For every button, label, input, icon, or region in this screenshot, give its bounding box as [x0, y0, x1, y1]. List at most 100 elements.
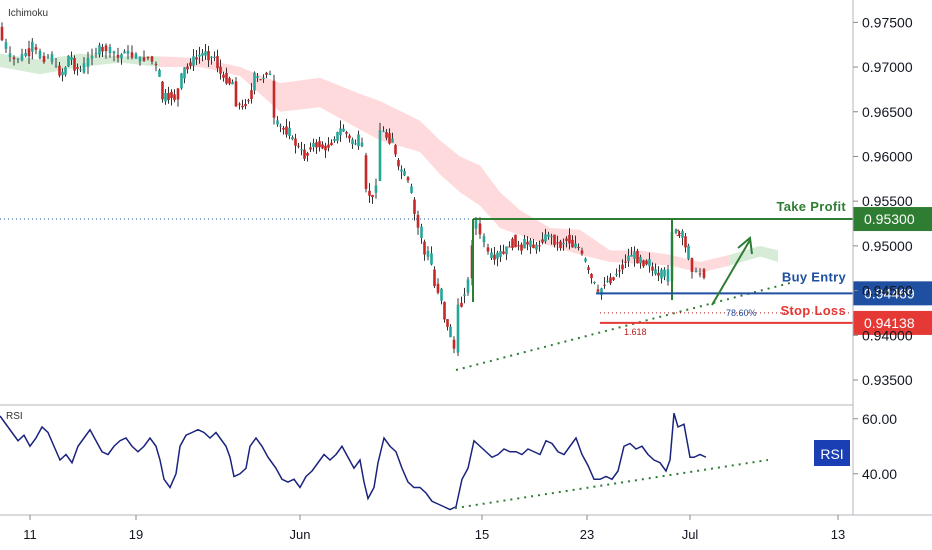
candle-body [123, 51, 126, 54]
candle-body [496, 252, 499, 259]
candle-body [94, 52, 98, 54]
candle-body [268, 73, 272, 76]
candle-body [502, 251, 505, 254]
candle-body [663, 269, 666, 277]
candle-body [636, 250, 639, 264]
candle-body [27, 48, 31, 57]
candle-body [505, 246, 508, 255]
candle-body [463, 294, 466, 296]
price-tick-label: 0.96000 [862, 148, 913, 164]
candle-body [158, 69, 161, 77]
candle-body [315, 142, 318, 148]
candle-body [34, 47, 38, 50]
candle-body [336, 132, 339, 141]
candle-body [170, 91, 173, 99]
price-tick-label: 0.95000 [862, 238, 913, 254]
candle-body [120, 54, 123, 59]
candle-body [201, 52, 204, 56]
candle-body [8, 53, 12, 58]
ichimoku-cloud [0, 53, 778, 273]
rsi-badge-bg [814, 440, 850, 466]
candle-body [580, 250, 584, 254]
candle-body [318, 141, 321, 148]
candle-body [306, 152, 309, 156]
trade-levels: Take Profit 0.95300 Buy Entry 0.94469 Stop L… [0, 199, 932, 371]
candle-body [354, 143, 357, 145]
price-tick-label: 0.97000 [862, 59, 913, 75]
candle-body [443, 301, 446, 320]
candle-body [403, 171, 406, 176]
candle-body [327, 144, 330, 148]
candle-body [420, 226, 423, 238]
price-tick-label: 0.94500 [862, 283, 913, 299]
candle-body [294, 138, 297, 146]
candle-body [430, 253, 433, 265]
candle-body [86, 58, 90, 68]
level-label: Buy Entry [782, 269, 847, 284]
candle-body [553, 234, 556, 246]
candle-body [596, 289, 600, 292]
cloud-segment [460, 156, 480, 206]
candle-body [330, 142, 333, 146]
candle-body [216, 56, 219, 69]
candle-body [368, 190, 371, 196]
candle-body [247, 100, 250, 102]
candle-body [532, 244, 535, 249]
candle-body [126, 50, 130, 54]
candle-body [478, 223, 482, 235]
candle-body [397, 160, 400, 167]
candle-body [276, 120, 279, 125]
candle-body [272, 80, 276, 118]
level-value-box [853, 310, 932, 335]
candle-body [183, 67, 186, 79]
candle-body [639, 256, 642, 264]
cloud-segment [550, 227, 580, 255]
time-tick-label: 11 [23, 527, 37, 542]
candle-body [161, 81, 164, 100]
candle-body [288, 127, 291, 136]
candle-body [493, 254, 496, 260]
time-tick-label: 13 [831, 527, 845, 542]
candle-body [440, 288, 443, 301]
candle-body [618, 270, 621, 272]
cloud-segment [320, 77, 360, 130]
candle-body [547, 234, 550, 237]
candle-body [192, 56, 195, 66]
candle-body [660, 269, 663, 279]
candle-body [606, 280, 609, 282]
candle-body [73, 58, 76, 71]
candle-body [282, 127, 285, 130]
candle-body [291, 137, 294, 140]
candle-body [213, 56, 216, 59]
candle-body [357, 134, 360, 147]
candlesticks [0, 22, 706, 357]
candle-body [584, 258, 587, 262]
rsi-trendline [454, 459, 769, 510]
candle-body [562, 243, 565, 245]
cloud-segment [240, 67, 280, 112]
candle-body [577, 247, 580, 249]
time-tick-label: 23 [580, 527, 594, 542]
candle-body [486, 247, 490, 252]
time-tick-label: 15 [475, 527, 489, 542]
candle-body [651, 266, 654, 271]
candle-body [4, 42, 8, 49]
candle-body [466, 279, 470, 293]
candle-body [238, 103, 241, 105]
candle-body [702, 269, 706, 278]
candle-body [694, 270, 698, 272]
cloud-segment [380, 101, 420, 152]
candle-body [615, 273, 618, 276]
candle-body [321, 144, 324, 149]
level-label: Take Profit [776, 199, 846, 214]
candle-body [309, 147, 312, 150]
candle-body [339, 128, 342, 136]
candle-body [391, 138, 394, 143]
candle-body [452, 339, 456, 349]
candle-body [600, 288, 603, 295]
candle-body [378, 130, 382, 181]
level-value: 0.95300 [864, 211, 915, 227]
cloud-segment [440, 140, 460, 193]
